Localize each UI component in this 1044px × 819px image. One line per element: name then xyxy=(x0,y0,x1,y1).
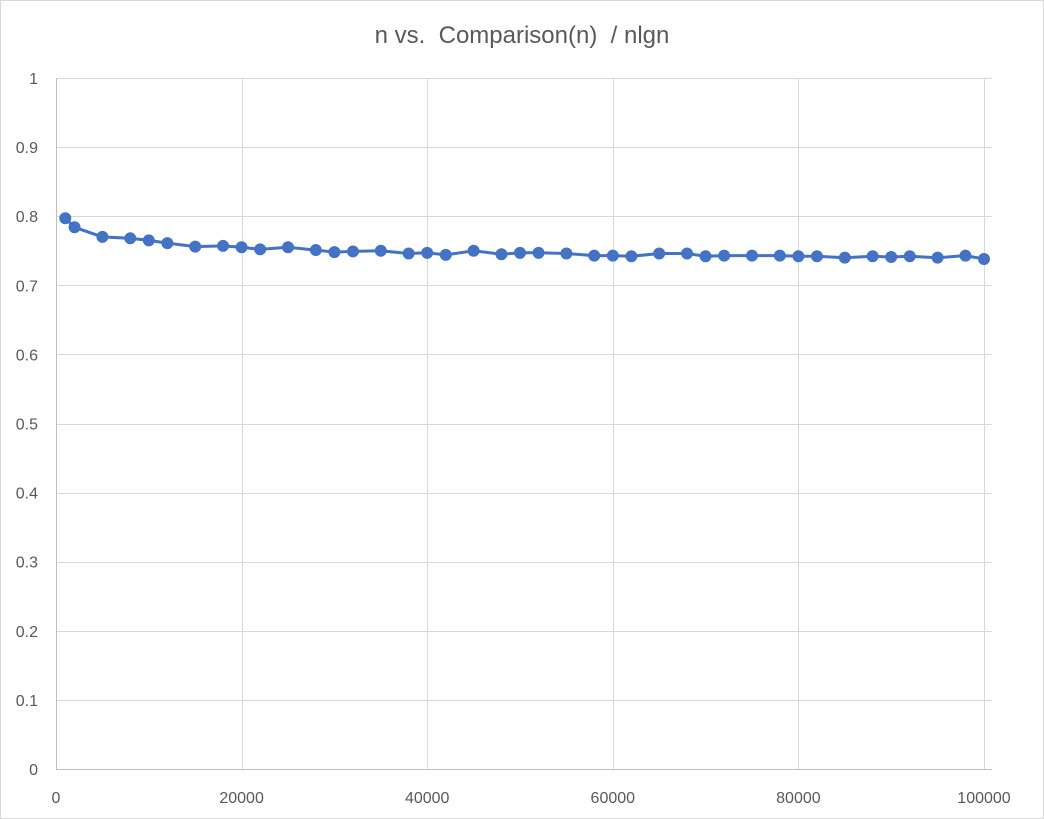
data-point xyxy=(189,240,202,253)
tick-labels: 0 0.1 0.2 0.3 0.4 0.5 0.6 0.7 0.8 0.9 1 0 20000 40000… xyxy=(16,71,1011,807)
data-point xyxy=(560,247,573,260)
chart-title: n vs. Comparison(n) / nlgn xyxy=(374,22,670,49)
data-point xyxy=(885,250,898,263)
x-tick-label: 0 xyxy=(52,790,61,807)
data-point xyxy=(718,249,731,262)
data-point xyxy=(161,237,174,250)
data-point xyxy=(282,241,294,254)
data-point xyxy=(96,230,109,243)
y-tick-label: 0.3 xyxy=(16,555,38,572)
data-point xyxy=(59,212,72,225)
data-point xyxy=(746,249,758,262)
y-tick-label: 0.7 xyxy=(16,278,38,295)
data-point xyxy=(439,248,452,261)
data-point xyxy=(959,249,972,262)
y-tick-label: 0 xyxy=(29,762,38,779)
data-point xyxy=(402,247,415,260)
data-point xyxy=(606,249,619,262)
data-point xyxy=(374,244,387,257)
data-point xyxy=(653,247,666,260)
x-tick-label: 20000 xyxy=(219,790,264,807)
series xyxy=(59,212,990,266)
y-tick-label: 0.9 xyxy=(16,140,38,157)
x-tick-label: 60000 xyxy=(591,790,636,807)
y-tick-label: 0.6 xyxy=(16,347,38,364)
data-point xyxy=(810,250,823,263)
data-point xyxy=(773,249,786,262)
axes xyxy=(56,78,992,770)
y-tick-label: 0.5 xyxy=(16,417,38,434)
x-tick-label: 100000 xyxy=(957,790,1010,807)
data-point xyxy=(235,241,248,254)
data-point xyxy=(792,250,805,263)
data-point xyxy=(68,221,81,234)
grid xyxy=(56,78,992,769)
data-point xyxy=(903,250,916,263)
x-tick-label: 40000 xyxy=(405,790,450,807)
data-point xyxy=(346,245,359,258)
data-point xyxy=(309,244,322,257)
data-point xyxy=(838,251,851,264)
data-point xyxy=(254,243,267,256)
data-point xyxy=(495,248,508,261)
y-tick-label: 0.2 xyxy=(16,624,38,641)
y-tick-label: 1 xyxy=(29,71,38,88)
data-point xyxy=(124,232,137,245)
data-point xyxy=(142,234,155,247)
data-point xyxy=(699,250,712,263)
data-point xyxy=(532,246,545,259)
data-point xyxy=(625,250,638,263)
data-point xyxy=(467,244,480,257)
data-point xyxy=(866,250,879,263)
y-tick-label: 0.1 xyxy=(16,693,38,710)
y-tick-label: 0.4 xyxy=(16,486,38,503)
data-point xyxy=(931,251,944,264)
data-point xyxy=(514,246,526,259)
data-point xyxy=(681,247,694,260)
x-tick-label: 80000 xyxy=(776,790,821,807)
data-point xyxy=(217,239,230,252)
data-point xyxy=(978,253,990,266)
data-point xyxy=(588,249,601,262)
data-point xyxy=(421,246,434,259)
y-tick-label: 0.8 xyxy=(16,209,38,226)
data-point xyxy=(328,246,341,259)
